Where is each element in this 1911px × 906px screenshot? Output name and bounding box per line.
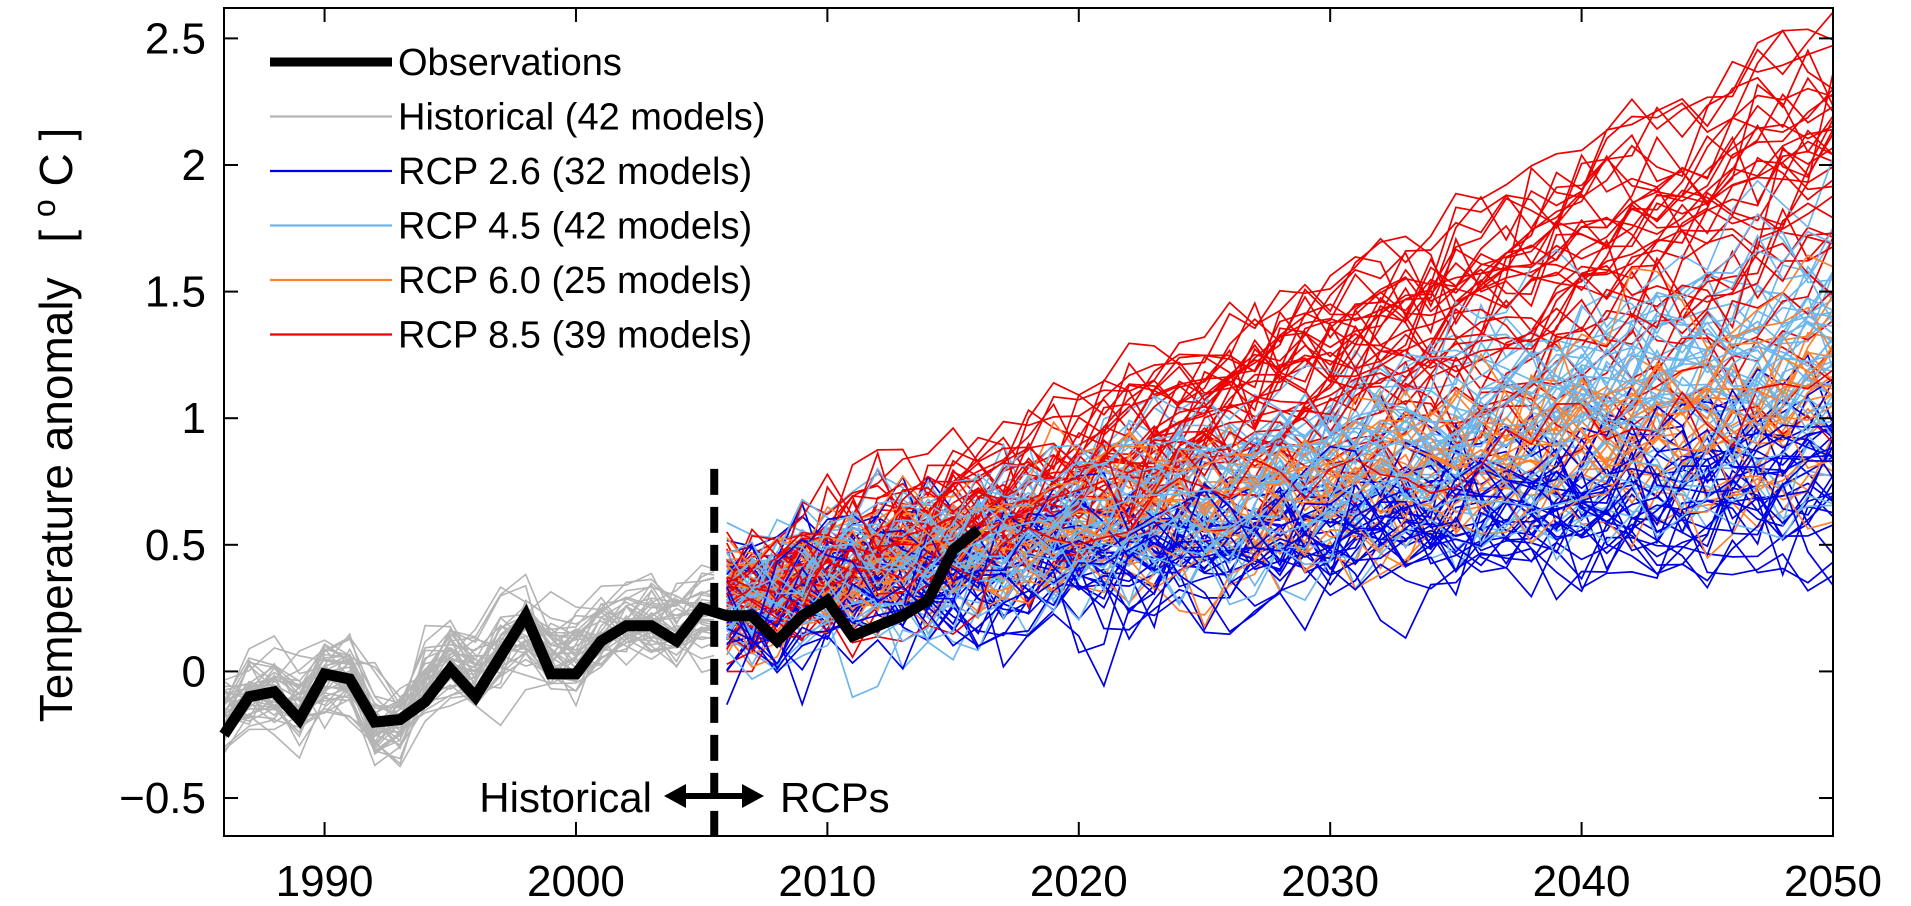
rcp85-model-line <box>726 87 1833 646</box>
y-axis-title: Temperature anomaly [ o C ] <box>13 128 82 723</box>
rcp45-model-line <box>726 348 1833 609</box>
rcp45-model-line <box>726 461 1833 671</box>
rcp45-model-line <box>726 292 1833 635</box>
legend-label: RCP 2.6 (32 models) <box>398 151 752 193</box>
legend-entry-rcp26: RCP 2.6 (32 models) <box>270 151 752 193</box>
rcp85-model-line <box>726 202 1833 603</box>
double-arrow-icon <box>664 784 764 808</box>
y-tick-label: 0.5 <box>145 521 206 570</box>
y-tick-label: 2.5 <box>145 14 206 63</box>
arrow-head-right <box>742 784 764 808</box>
scenario-annotation: Historical RCPs <box>479 774 889 821</box>
historical-model-line <box>224 603 715 750</box>
y-axis-label: Temperature anomaly [ o C ] <box>13 128 82 723</box>
legend-label: RCP 4.5 (42 models) <box>398 206 752 248</box>
rcp45-model-line <box>726 233 1833 606</box>
historical-model-line <box>224 608 715 760</box>
rcp85-model-line <box>726 88 1833 593</box>
rcp26-model-line <box>726 388 1833 604</box>
observations-layer <box>219 525 982 738</box>
arrow-head-left <box>664 784 686 808</box>
rcp60-model-line <box>726 361 1833 569</box>
rcp45-model-line <box>726 392 1833 638</box>
rcp26-model-line <box>726 405 1833 651</box>
y-tick-label: 1 <box>182 394 206 443</box>
annotation-rcps: RCPs <box>780 774 890 821</box>
x-tick-label: 2000 <box>527 857 625 906</box>
y-tick-label: 1.5 <box>145 268 206 317</box>
plot-frame <box>223 7 1834 837</box>
rcp26-model-line <box>726 410 1833 639</box>
rcp45-model-line <box>726 321 1833 613</box>
rcp60-model-line <box>726 411 1833 618</box>
legend-label: Historical (42 models) <box>398 97 765 139</box>
rcp85-model-line <box>726 28 1833 572</box>
rcp60-model-line <box>726 254 1833 580</box>
rcp85-model-line <box>726 232 1833 595</box>
rcp45-model-line <box>726 358 1833 643</box>
annotation-historical: Historical <box>479 774 652 821</box>
historical-model-line <box>224 601 715 753</box>
rcp85-model-line <box>726 11 1833 585</box>
rcp85-model-line <box>726 369 1833 585</box>
historical-model-line <box>224 589 715 711</box>
historical-model-line <box>224 573 715 734</box>
legend-entry-rcp45: RCP 4.5 (42 models) <box>270 206 752 248</box>
rcp26-model-line <box>726 507 1833 647</box>
rcp85-model-line <box>726 135 1833 636</box>
rcp85-model-line <box>726 123 1833 611</box>
rcp85-model-line <box>726 93 1833 614</box>
y-axis-ticks: −0.5 0 0.5 1 1.5 2 2.5 <box>119 14 1833 823</box>
rcp60-model-line <box>726 393 1833 655</box>
rcp26-model-line <box>726 445 1833 669</box>
x-axis-ticks: 1990 2000 2010 2020 2030 2040 2050 <box>276 8 1882 906</box>
rcp85-model-line <box>726 83 1833 653</box>
historical-model-line <box>224 582 715 742</box>
y-tick-label: 2 <box>182 141 206 190</box>
observations-line <box>219 525 982 738</box>
x-tick-label: 2050 <box>1784 857 1882 906</box>
legend-label: Observations <box>398 42 622 84</box>
y-axis-unit-close: ] <box>30 128 82 141</box>
x-tick-label: 1990 <box>276 857 374 906</box>
legend-label: RCP 6.0 (25 models) <box>398 260 752 302</box>
axes: 1990 2000 2010 2020 2030 2040 2050 −0.5 0 0.5 1 1.… <box>119 7 1882 906</box>
rcp60-model-line <box>726 356 1833 617</box>
rcp85-model-line <box>726 93 1833 609</box>
x-tick-label: 2020 <box>1030 857 1128 906</box>
rcp45-model-line <box>726 365 1833 642</box>
legend-entry-rcp60: RCP 6.0 (25 models) <box>270 260 752 302</box>
y-axis-label-main: Temperature anomaly <box>30 277 82 722</box>
y-axis-unit-degree: o <box>26 199 62 217</box>
model-ensemble-lines <box>224 11 1833 768</box>
y-axis-unit-open: [ <box>30 230 82 243</box>
legend-label: RCP 8.5 (39 models) <box>398 315 752 357</box>
rcp45-model-line <box>726 485 1833 699</box>
legend-entry-rcp85: RCP 8.5 (39 models) <box>270 315 752 357</box>
rcp26-model-line <box>726 470 1833 689</box>
legend: Observations Historical (42 models) RCP 2.… <box>270 42 765 357</box>
y-axis-unit-celsius: C <box>30 153 82 186</box>
legend-entry-observations: Observations <box>270 42 622 84</box>
legend-entry-historical: Historical (42 models) <box>270 97 765 139</box>
rcp85-model-line <box>726 140 1833 590</box>
x-tick-label: 2040 <box>1533 857 1631 906</box>
rcp45-model-line <box>726 313 1833 610</box>
rcp45-model-line <box>726 230 1833 595</box>
y-tick-label: 0 <box>182 647 206 696</box>
y-tick-label: −0.5 <box>119 774 206 823</box>
x-tick-label: 2010 <box>778 857 876 906</box>
x-tick-label: 2030 <box>1281 857 1379 906</box>
